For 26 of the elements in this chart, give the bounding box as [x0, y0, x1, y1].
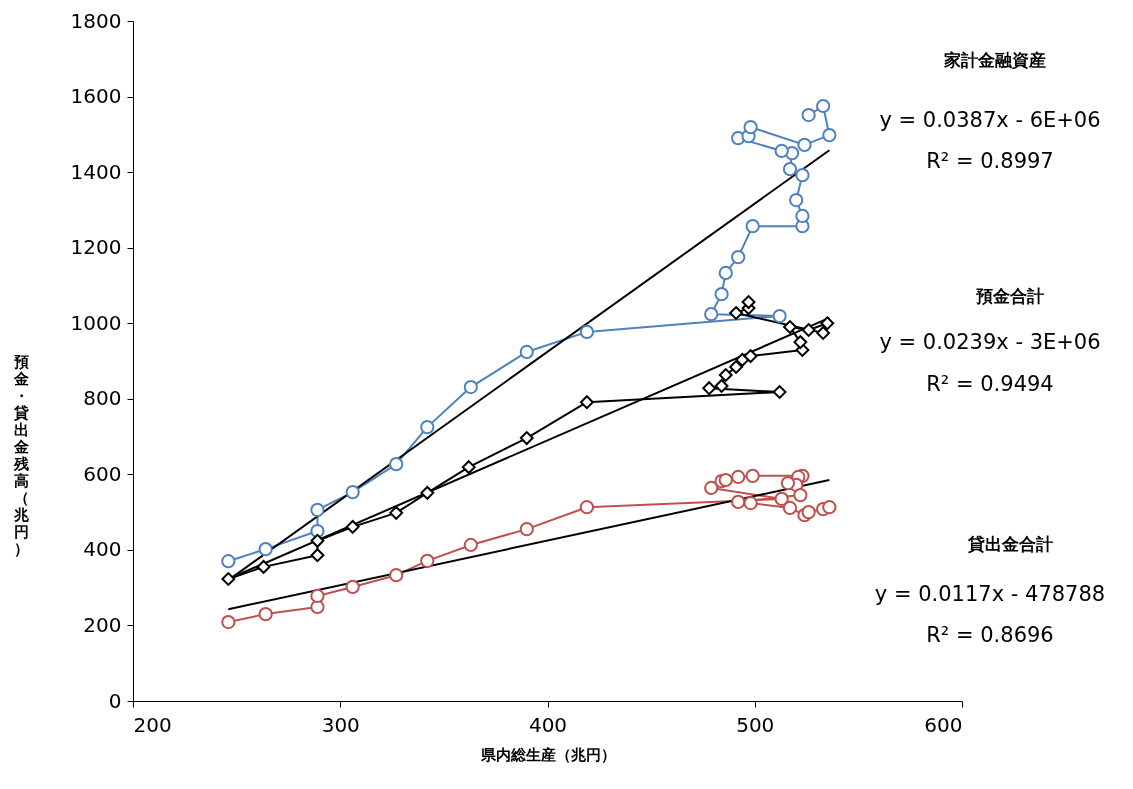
text: 預金・貸出金残高（兆円）	[14, 352, 29, 558]
y-tick-label: 800	[83, 386, 122, 411]
annotation: y = 0.0117x - 478788	[874, 582, 1106, 606]
y-tick-label: 1800	[70, 8, 122, 33]
x-axis-title: 県内総生産（兆円）	[479, 745, 616, 764]
annotation: R² = 0.8997	[926, 149, 1054, 173]
x-tick-label: 300	[321, 712, 360, 737]
y-tick-label: 1000	[70, 310, 122, 335]
y-tick-label: 1400	[70, 159, 122, 184]
annotation: y = 0.0387x - 6E+06	[879, 108, 1101, 132]
y-tick-label: 1600	[70, 84, 122, 109]
annotation: R² = 0.8696	[926, 623, 1054, 647]
x-tick-label: 600	[924, 712, 963, 737]
y-tick-label: 600	[83, 461, 122, 486]
text: 貸出金合計	[966, 534, 1053, 554]
annotation: R² = 0.9494	[926, 372, 1054, 396]
y-tick-label: 200	[83, 612, 122, 637]
x-tick-label: 500	[736, 712, 775, 737]
x-tick-label: 200	[133, 712, 172, 737]
y-tick-label: 0	[108, 688, 122, 713]
text: 預金合計	[975, 286, 1044, 306]
x-tick-label: 400	[528, 712, 568, 737]
text: 家計金融資産	[943, 50, 1046, 70]
y-tick-label: 1200	[70, 235, 122, 260]
annotation: y = 0.0239x - 3E+06	[879, 330, 1101, 354]
y-tick-label: 400	[83, 537, 122, 562]
